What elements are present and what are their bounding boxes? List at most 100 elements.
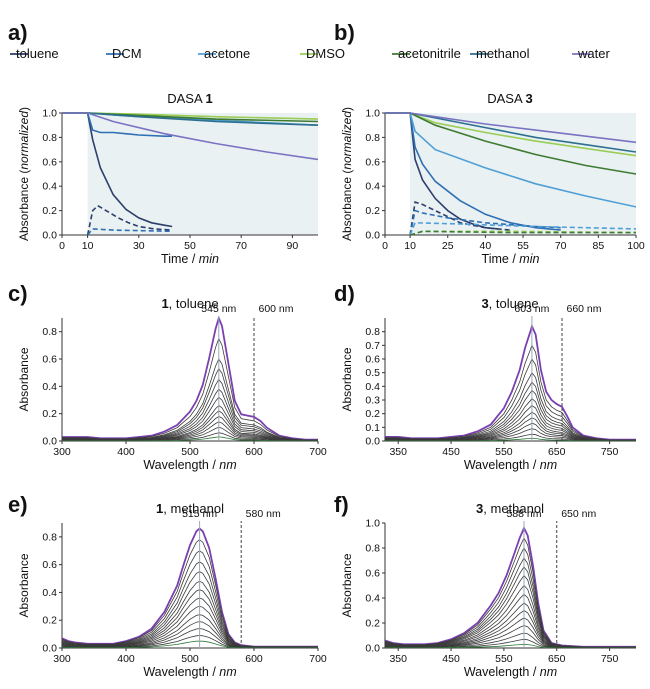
axes: 0.0 0.2 0.4 0.6 0.8 1.0 0 10 25 40 55 70 85 100 <box>365 108 645 253</box>
y-tick-label: 0.4 <box>365 181 380 193</box>
y-tick-label: 0.2 <box>365 408 380 420</box>
spectrum <box>385 602 636 648</box>
spectrum <box>385 537 636 648</box>
x-tick-label: 70 <box>235 240 247 252</box>
y-tick-label: 0.1 <box>365 422 380 434</box>
y-tick-label: 0.6 <box>42 559 57 571</box>
y-axis-label: Absorbance <box>340 553 354 617</box>
panel-f: f) 3, methanol 0.0 0.2 0.4 0.6 0.8 1.0 350 450 550… <box>334 492 636 679</box>
axes: 0.0 0.2 0.4 0.6 0.8 1.0 0 10 30 50 70 90 <box>42 108 318 252</box>
plot-area <box>62 527 318 648</box>
y-tick-label: 0.7 <box>365 340 380 352</box>
y-tick-label: 0.0 <box>42 643 57 655</box>
panel-letter: c) <box>8 281 28 306</box>
y-tick-label: 0.2 <box>42 615 57 627</box>
x-tick-label: 10 <box>404 240 416 252</box>
plot-area <box>385 323 636 441</box>
spectrum <box>62 589 318 648</box>
x-tick-label: 450 <box>442 653 460 665</box>
spectrum <box>385 437 636 441</box>
legend-label: acetone <box>204 46 250 61</box>
spectrum <box>62 358 318 441</box>
x-tick-label: 450 <box>442 446 460 458</box>
panel-letter: a) <box>8 20 28 45</box>
spectrum <box>62 367 318 441</box>
irradiation-region <box>410 113 636 235</box>
x-tick-label: 100 <box>627 240 645 252</box>
spectrum-initial <box>62 316 318 441</box>
y-tick-label: 0.8 <box>42 326 57 338</box>
legend-item-acetone: acetone <box>198 46 250 61</box>
y-tick-label: 0.8 <box>365 543 380 555</box>
x-tick-label: 30 <box>133 240 145 252</box>
panel-letter: b) <box>334 20 355 45</box>
y-tick-label: 0.4 <box>42 381 57 393</box>
spectrum-initial <box>385 525 636 648</box>
x-tick-label: 700 <box>309 653 327 665</box>
x-tick-label: 500 <box>181 653 199 665</box>
y-tick-label: 0.6 <box>365 354 380 366</box>
y-tick-label: 0.4 <box>42 181 57 193</box>
spectrum <box>62 597 318 648</box>
x-tick-label: 750 <box>601 446 619 458</box>
spectrum <box>62 561 318 648</box>
spectrum <box>62 605 318 648</box>
panel-letter: f) <box>334 492 349 517</box>
series-toluene <box>385 112 498 230</box>
panels: a) DASA 1 0.0 0.2 0.4 0.6 0.8 1.0 0 10 30 50 70 90 Tim… <box>8 20 645 679</box>
x-tick-label: 550 <box>495 653 513 665</box>
legend: toluene DCM acetone DMSO acetonitrile methano… <box>10 46 610 61</box>
legend-item-acetonitrile: acetonitrile <box>392 46 461 61</box>
x-tick-label: 40 <box>480 240 492 252</box>
axes: 0.0 0.2 0.4 0.6 0.8 1.0 350 450 550 650 750 <box>365 518 636 665</box>
y-tick-label: 0.2 <box>365 618 380 630</box>
x-tick-label: 700 <box>309 446 327 458</box>
x-tick-label: 600 <box>245 446 263 458</box>
x-tick-label: 0 <box>59 240 65 252</box>
series-water <box>62 112 318 161</box>
spectrum <box>62 571 318 648</box>
x-tick-label: 650 <box>548 446 566 458</box>
panel-a: a) DASA 1 0.0 0.2 0.4 0.6 0.8 1.0 0 10 30 50 70 90 Tim… <box>8 20 318 266</box>
spectrum <box>385 389 636 441</box>
y-tick-label: 1.0 <box>365 108 380 120</box>
x-axis-label: Wavelength / nm <box>464 665 557 679</box>
legend-label: methanol <box>476 46 530 61</box>
y-tick-label: 0.3 <box>365 395 380 407</box>
axes: 0.0 0.1 0.20.3 0.4 0.50.6 0.7 0.8 350 450 550 650 7… <box>365 318 636 458</box>
spectrum-initial <box>385 323 636 441</box>
y-tick-label: 0.4 <box>42 587 57 599</box>
panel-title: 1, methanol <box>156 501 224 516</box>
y-tick-label: 0.4 <box>365 381 380 393</box>
series-toluene-dashed <box>409 201 511 235</box>
peak-label: 588 nm <box>506 508 541 520</box>
y-tick-label: 0.8 <box>42 531 57 543</box>
panel-b: b) DASA 3 0.0 0.2 0.4 0.6 0.8 1.0 0 10 25 40 55 70 85 1… <box>334 20 645 266</box>
x-tick-label: 400 <box>117 446 135 458</box>
x-axis-label: Wavelength / nm <box>143 665 236 679</box>
y-tick-label: 0.0 <box>365 643 380 655</box>
panel-title: 1, toluene <box>161 296 218 311</box>
peak-label: 515 nm <box>182 508 217 520</box>
y-tick-label: 0.2 <box>42 205 57 217</box>
y-tick-label: 0.2 <box>365 205 380 217</box>
y-tick-label: 0.6 <box>42 156 57 168</box>
x-tick-label: 300 <box>53 653 71 665</box>
irradiation-region <box>87 113 318 235</box>
legend-label: acetonitrile <box>398 46 461 61</box>
spectrum <box>385 358 636 441</box>
y-tick-label: 1.0 <box>42 108 57 120</box>
x-tick-label: 55 <box>517 240 529 252</box>
y-tick-label: 1.0 <box>365 518 380 530</box>
plot-area <box>385 112 636 235</box>
spectrum-initial <box>62 527 318 648</box>
marker-label: 650 nm <box>561 508 596 520</box>
legend-item-toluene: toluene <box>10 46 59 61</box>
spectrum <box>385 617 636 648</box>
y-axis-label: Absorbance (normalized) <box>17 107 31 241</box>
marker-label: 660 nm <box>567 303 602 315</box>
legend-item-methanol: methanol <box>470 46 530 61</box>
spectrum <box>385 371 636 441</box>
series-acetone-dashed <box>409 221 636 235</box>
x-tick-label: 25 <box>442 240 454 252</box>
